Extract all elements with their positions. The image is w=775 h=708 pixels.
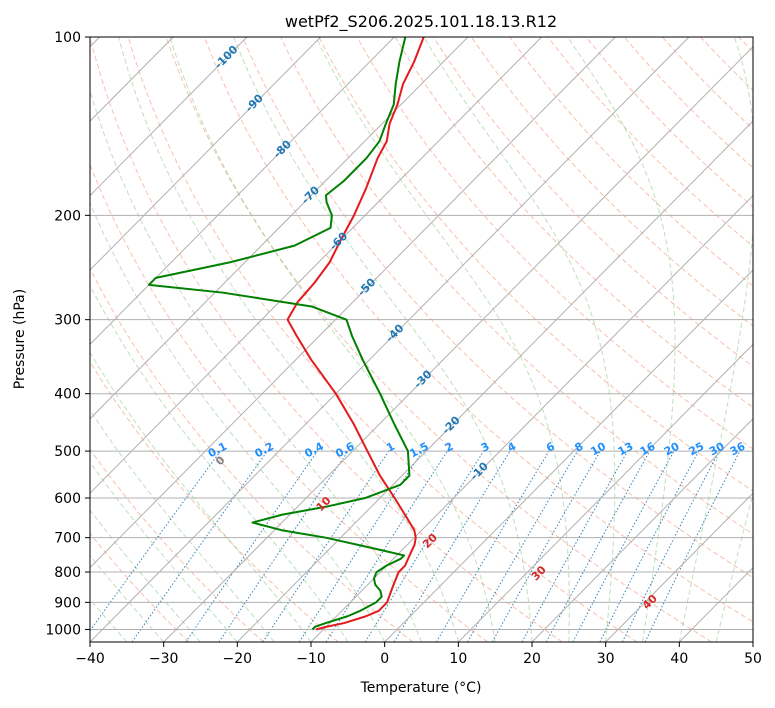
dry-adiabat-line bbox=[165, 37, 712, 642]
mixing-ratio-line bbox=[572, 450, 675, 642]
dry-adiabat-line bbox=[127, 37, 638, 642]
dewpoint-line bbox=[147, 37, 411, 631]
mixing-ratio-line bbox=[218, 450, 349, 642]
isotherm-line bbox=[384, 269, 753, 642]
isotherm-grid bbox=[90, 37, 753, 642]
y-tick-label: 100 bbox=[54, 30, 81, 46]
mixing-ratio-line bbox=[599, 450, 700, 642]
moist-adiabat-line bbox=[90, 201, 386, 642]
x-tick-label: 10 bbox=[449, 651, 467, 667]
mixing-ratio-label: 20 bbox=[662, 440, 682, 459]
dry-adiabat-line bbox=[242, 37, 753, 579]
dry-adiabat-line bbox=[432, 37, 753, 368]
y-tick-label: 1000 bbox=[45, 622, 81, 638]
mixing-ratio-line bbox=[364, 450, 484, 642]
y-tick-label: 400 bbox=[54, 387, 81, 403]
mixing-ratio-label: 30 bbox=[707, 440, 727, 459]
y-tick-label: 900 bbox=[54, 595, 81, 611]
x-tick-label: 20 bbox=[523, 651, 541, 667]
mixing-ratio-label: 10 bbox=[588, 440, 608, 459]
x-tick-label: −30 bbox=[149, 651, 179, 667]
moist-adiabats bbox=[90, 37, 753, 642]
mixing-ratio-line bbox=[185, 450, 318, 642]
isotherm-line bbox=[310, 194, 753, 642]
mixing-ratio-label: 16 bbox=[638, 440, 658, 459]
mixing-ratio-label: 25 bbox=[687, 440, 707, 459]
mixing-ratio-line bbox=[545, 450, 651, 642]
x-tick-label: 40 bbox=[670, 651, 688, 667]
dry-adiabat-line bbox=[394, 37, 753, 409]
mixing-ratio-lines bbox=[90, 450, 741, 642]
y-axis-title: Pressure (hPa) bbox=[12, 289, 28, 389]
mixing-ratio-line bbox=[521, 450, 629, 642]
dry-adiabat-line bbox=[203, 37, 753, 623]
isotherm-line bbox=[90, 37, 469, 420]
moist-adiabat-line bbox=[169, 37, 496, 642]
mixing-ratio-line bbox=[90, 450, 221, 632]
x-tick-label: −20 bbox=[223, 651, 253, 667]
isotherm-line bbox=[90, 37, 248, 197]
isotherm-line bbox=[457, 343, 753, 642]
dry-adiabat-line bbox=[90, 532, 190, 642]
y-tick-label: 200 bbox=[54, 208, 81, 224]
dry-adiabat-line bbox=[547, 37, 753, 247]
mixing-ratio-line bbox=[298, 450, 423, 642]
moist-adiabat-line bbox=[315, 37, 570, 642]
x-axis-title: Temperature (°C) bbox=[360, 680, 482, 696]
dry-adiabat-line bbox=[318, 37, 753, 492]
isotherm-line bbox=[90, 37, 542, 494]
dry-adiabat-line bbox=[623, 37, 753, 169]
y-axis: 100 200 300 400 500 600 700 800 900 1000 bbox=[45, 30, 90, 638]
isotherm-line bbox=[90, 37, 395, 346]
plot-frame bbox=[89, 36, 754, 643]
y-tick-label: 600 bbox=[54, 491, 81, 507]
moist-adiabat-line bbox=[90, 409, 275, 642]
moist-adiabat-line bbox=[90, 461, 238, 642]
isotherm-line bbox=[90, 37, 690, 642]
mixing-ratio-label: 36 bbox=[728, 440, 748, 459]
x-tick-label: −10 bbox=[296, 651, 326, 667]
temperature-line bbox=[286, 37, 425, 631]
dry-adiabat-line bbox=[280, 37, 753, 535]
mixing-ratio-line bbox=[491, 450, 601, 642]
moist-adiabat-line bbox=[567, 37, 676, 642]
y-tick-label: 700 bbox=[54, 531, 81, 547]
moist-adiabat-line bbox=[90, 284, 349, 642]
y-tick-label: 300 bbox=[54, 313, 81, 329]
mixing-ratio-label: 13 bbox=[616, 440, 636, 459]
isotherm-line bbox=[163, 46, 753, 642]
dry-adiabat-line bbox=[90, 267, 414, 642]
moist-adiabat-line bbox=[715, 492, 753, 642]
plot-area: -100-90-80-70-60-50-40-30-20-100.1 0.2 0.4… bbox=[90, 37, 753, 642]
moist-adiabat-line bbox=[233, 37, 533, 642]
chart-title: wetPf2_S206.2025.101.18.13.R12 bbox=[285, 12, 557, 32]
x-tick-label: 30 bbox=[597, 651, 615, 667]
dry-adiabat-line bbox=[509, 37, 753, 287]
mixing-ratio-line bbox=[393, 450, 511, 642]
isotherm-line bbox=[605, 492, 753, 642]
mixing-ratio-line bbox=[325, 450, 448, 642]
x-axis: −40 −30 −20 −10 0 10 20 30 40 50 bbox=[75, 642, 762, 667]
mixing-ratio-line bbox=[621, 450, 720, 642]
x-tick-label: 0 bbox=[380, 651, 389, 667]
y-tick-label: 800 bbox=[54, 565, 81, 581]
x-tick-label: −40 bbox=[75, 651, 105, 667]
isotherm-line bbox=[90, 37, 616, 569]
x-tick-label: 50 bbox=[744, 651, 762, 667]
isotherm-line bbox=[90, 37, 321, 271]
isotherm-line bbox=[531, 418, 753, 642]
y-tick-label: 500 bbox=[54, 444, 81, 460]
pressure-grid bbox=[90, 37, 753, 630]
moist-adiabat-line bbox=[678, 37, 753, 642]
mixing-ratio-line bbox=[131, 450, 268, 642]
moist-adiabat-line bbox=[423, 37, 616, 642]
moist-adiabat-line bbox=[118, 37, 459, 642]
mixing-ratio-line bbox=[262, 450, 390, 642]
profile-series bbox=[147, 37, 425, 631]
